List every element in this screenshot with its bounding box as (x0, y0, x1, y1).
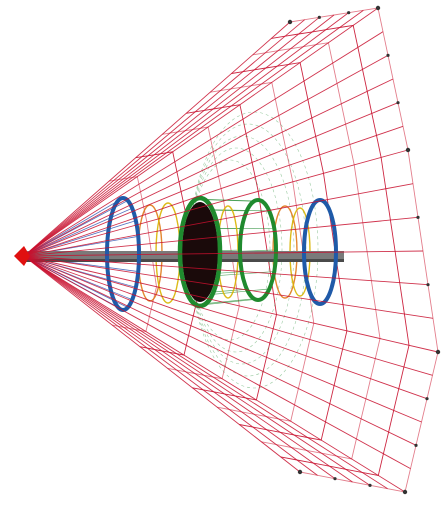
net-knot (333, 477, 337, 481)
radial-rope (23, 31, 384, 257)
radial-rope (23, 255, 439, 353)
green-ring-2 (238, 198, 278, 302)
net-knot (386, 53, 390, 57)
net-knot (396, 101, 400, 105)
radial-rope (23, 54, 389, 257)
radial-rope (23, 125, 404, 257)
radial-rope (23, 255, 336, 480)
anchor-point (375, 5, 381, 11)
green-web-line (219, 271, 273, 276)
anchor-point (297, 469, 303, 475)
radial-rope (23, 183, 414, 257)
net-knot (368, 483, 372, 487)
net-mesh-front (23, 6, 440, 494)
apex-red-marker (14, 246, 30, 266)
green-web-line (213, 209, 268, 212)
radial-rope (23, 21, 291, 257)
radial-rope (23, 250, 424, 257)
radial-rope (23, 216, 419, 257)
radial-rope (23, 255, 428, 400)
green-web-ring (189, 111, 319, 389)
green-ring-1 (177, 195, 223, 309)
anchor-points (287, 5, 441, 495)
blue-guide-line (23, 197, 124, 257)
radial-rope (23, 102, 399, 257)
radial-rope (23, 255, 318, 476)
net-knot (426, 283, 430, 287)
net-knot (416, 215, 420, 219)
radial-rope (23, 255, 388, 490)
apex-point (14, 246, 30, 266)
radial-rope (23, 255, 433, 376)
radial-rope (23, 19, 305, 257)
radial-rope (23, 255, 301, 473)
anchor-point (287, 19, 293, 25)
radial-rope (23, 255, 429, 286)
net-knot (317, 15, 321, 19)
blue-guide-line (23, 208, 132, 257)
radial-rope (23, 255, 371, 486)
drum-dark-face (182, 202, 218, 302)
radial-rope (23, 149, 409, 257)
radial-rope (23, 255, 434, 319)
radial-rope (23, 12, 349, 257)
radial-rope (23, 16, 320, 257)
radial-rope (23, 255, 422, 423)
radial-rope (23, 255, 417, 446)
green-web-line (213, 288, 269, 295)
dark-drum (182, 202, 218, 302)
radial-rope (23, 78, 394, 257)
radial-rope (23, 14, 335, 257)
net-knot (347, 11, 351, 15)
radial-rope (23, 255, 353, 483)
radial-rope (23, 255, 411, 470)
anchor-point (402, 489, 408, 495)
net-knot (414, 443, 418, 447)
net-knot (425, 397, 429, 401)
radial-rope (23, 255, 406, 493)
anchor-point (405, 147, 411, 153)
anchor-point (435, 349, 441, 355)
radial-rope (23, 7, 379, 257)
radial-rope (23, 9, 364, 257)
